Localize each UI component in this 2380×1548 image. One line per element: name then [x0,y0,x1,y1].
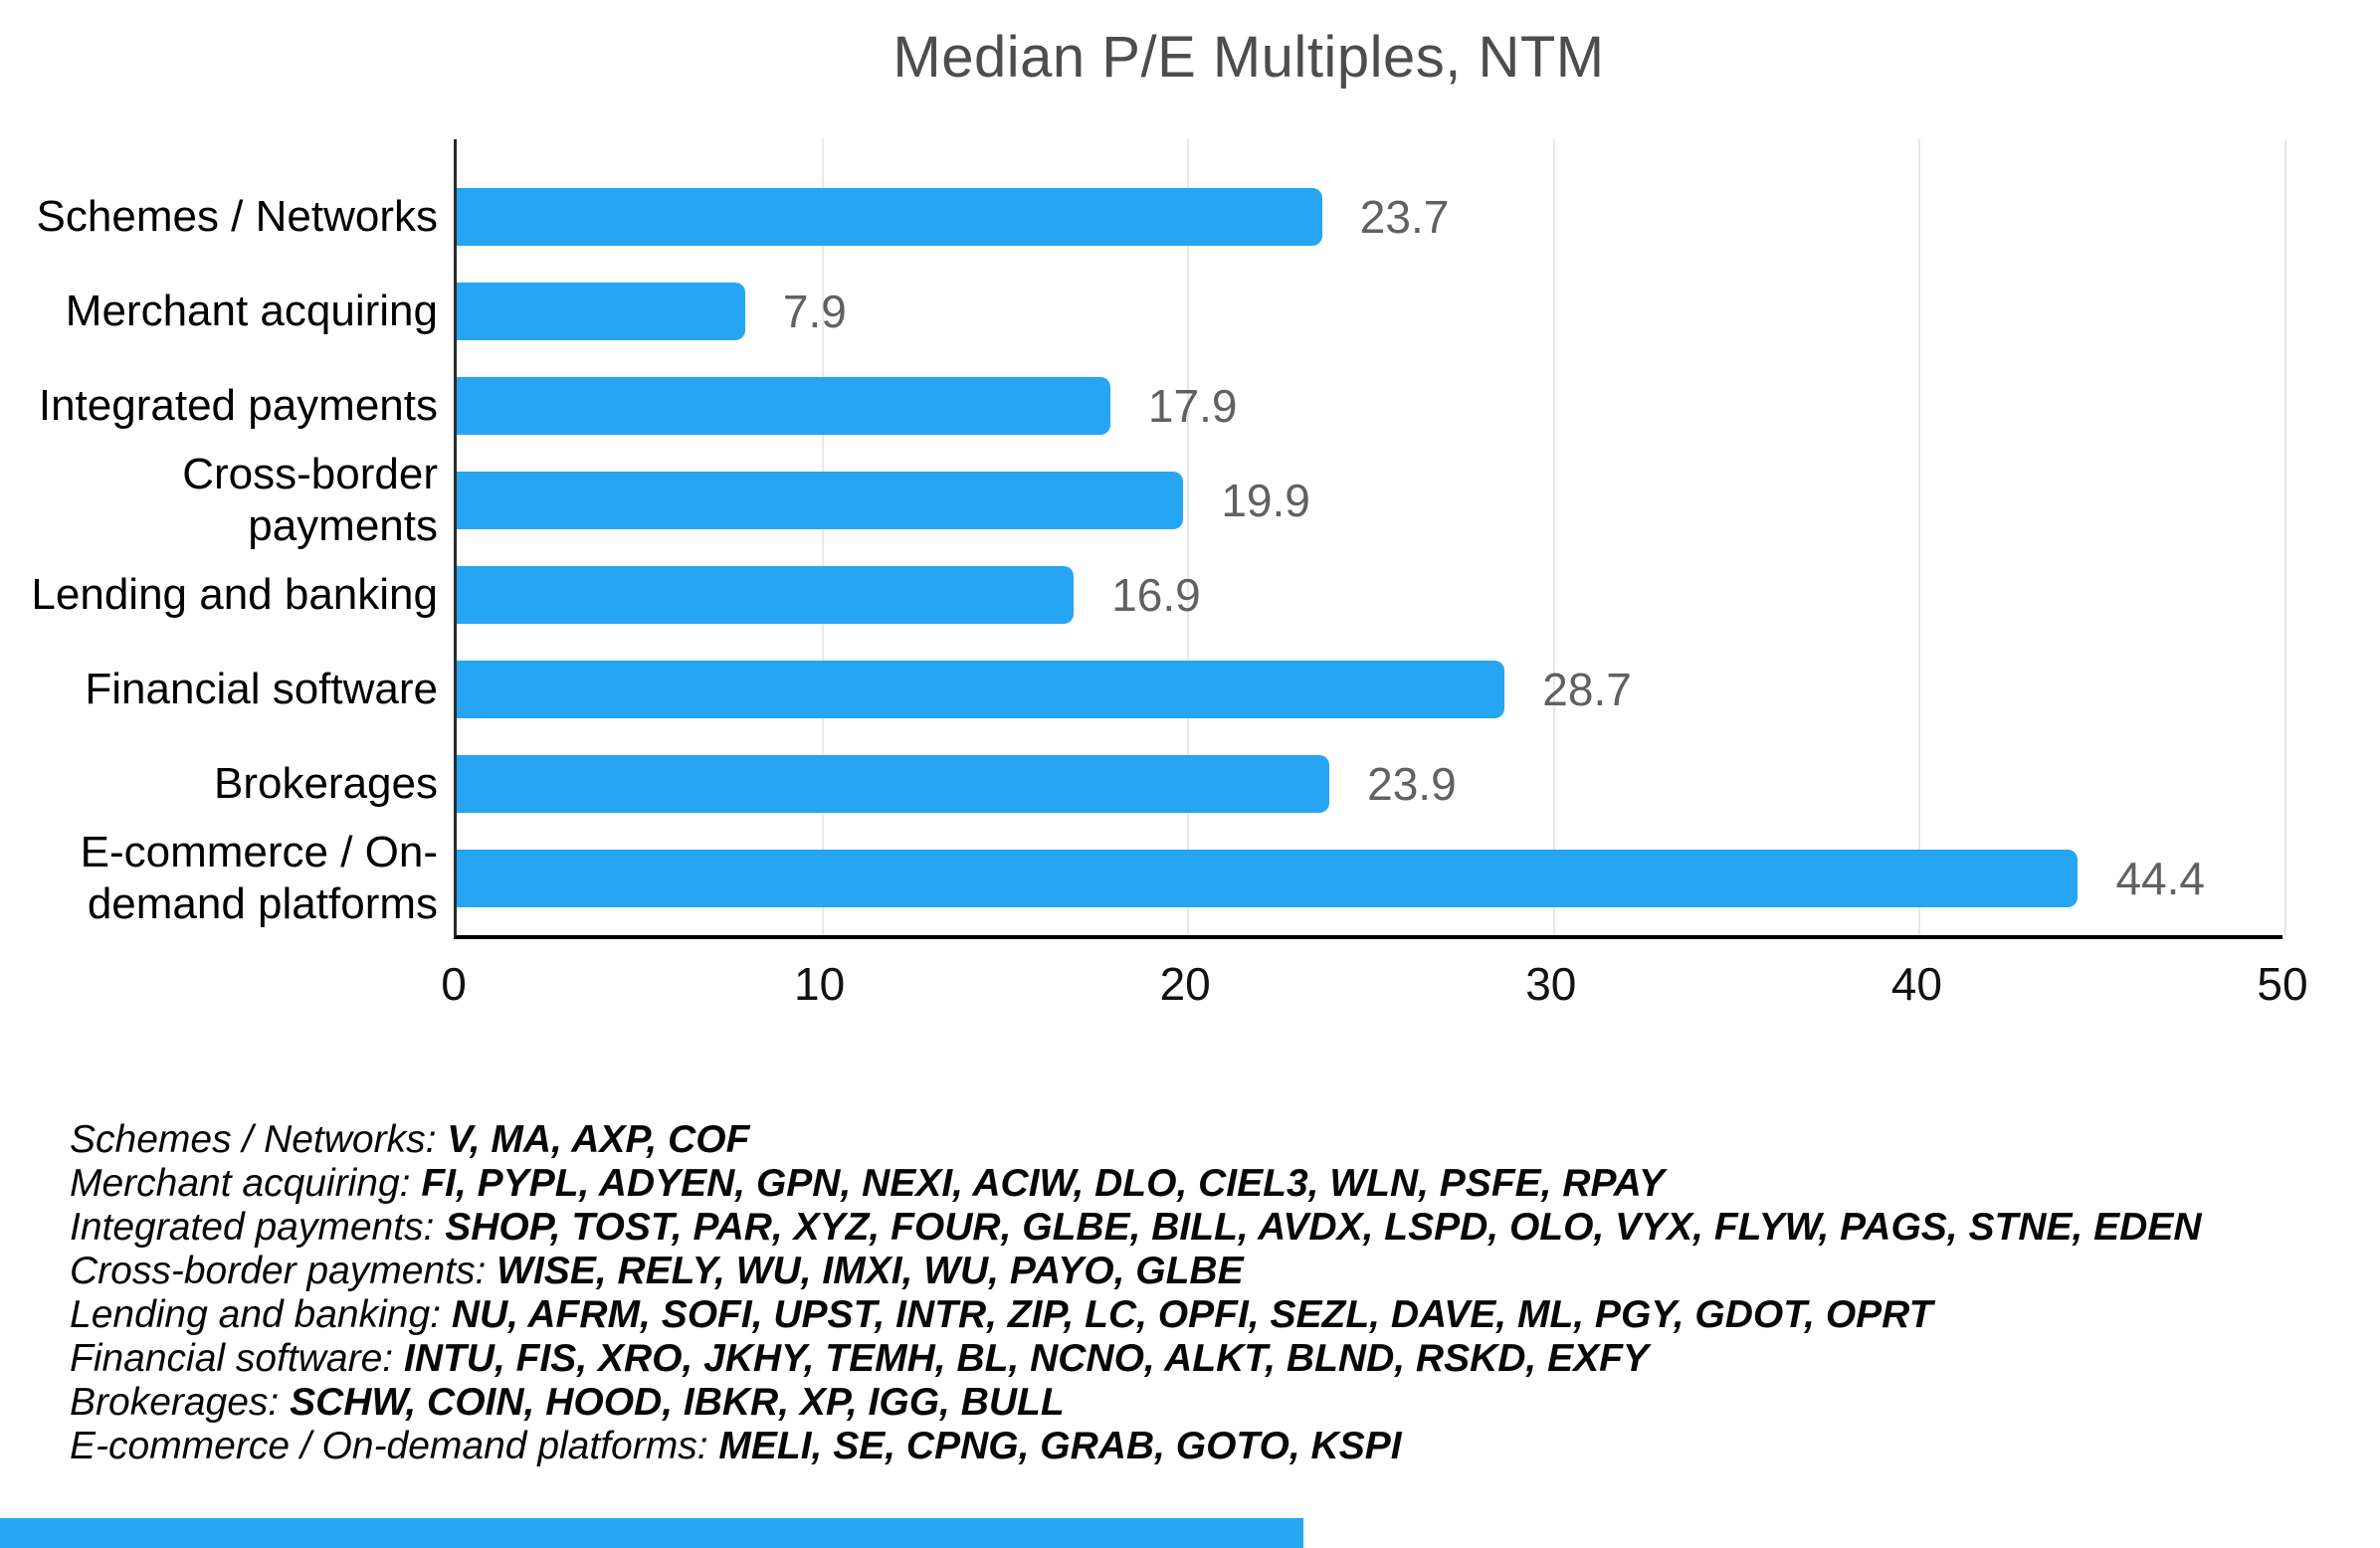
gridline [1918,139,1921,935]
bar-row: 28.7 [457,642,2282,736]
x-tick-label: 30 [1525,958,1577,1010]
bar-row: 7.9 [457,264,2282,358]
category-label: Lending and banking [31,569,438,619]
legend-line: Cross-border payments: WISE, RELY, WU, I… [70,1250,2202,1293]
legend-line: Brokerages: SCHW, COIN, HOOD, IBKR, XP, … [70,1381,2202,1425]
bottom-accent-strip [0,1518,1303,1548]
legend-tickers: WISE, RELY, WU, IMXI, WU, PAYO, GLBE [496,1250,1244,1292]
bar [457,187,1322,246]
category-label: Financial software [85,664,438,713]
category-label: Merchant acquiring [65,286,438,335]
bar [457,660,1505,718]
bar [457,376,1110,435]
legend-category-label: Merchant acquiring: [70,1162,422,1205]
category-label: Brokerages [213,758,438,808]
bar-value-label: 19.9 [1221,474,1310,526]
legend-tickers: SHOP, TOST, PAR, XYZ, FOUR, GLBE, BILL, … [445,1206,2202,1249]
legend-tickers: INTU, FIS, XRO, JKHY, TEMH, BL, NCNO, AL… [403,1337,1649,1380]
bar [457,849,2079,907]
bar-row: 16.9 [457,547,2282,642]
bar-row: 44.4 [457,831,2282,925]
legend-tickers: V, MA, AXP, COF [447,1118,750,1161]
bar [457,754,1330,813]
legend-tickers: SCHW, COIN, HOOD, IBKR, XP, IGG, BULL [290,1381,1065,1424]
category-label: E-commerce / On-demand platforms [80,827,438,928]
legend-tickers: MELI, SE, CPNG, GRAB, GOTO, KSPI [718,1425,1402,1467]
category-axis-labels: Schemes / Networks Merchant acquiring Inte… [0,169,438,928]
bar-value-label: 44.4 [2115,852,2205,904]
legend-line: Lending and banking: NU, AFRM, SOFI, UPS… [70,1293,2202,1337]
bar-value-label: 23.7 [1359,190,1450,243]
x-tick-label: 50 [2257,958,2308,1010]
legend-tickers: NU, AFRM, SOFI, UPST, INTR, ZIP, LC, OPF… [451,1293,1933,1336]
bar-rows-container: 23.7 7.9 17.9 19.9 16.9 28.7 23.9 44.4 [457,169,2282,925]
bar-row: 19.9 [457,453,2282,547]
plot-area: 23.7 7.9 17.9 19.9 16.9 28.7 23.9 44.4 [454,139,2286,939]
bar-value-label: 7.9 [782,285,847,337]
gridline [1187,139,1190,935]
bar-row: 17.9 [457,358,2282,453]
gridline [1552,139,1555,935]
legend-line: Merchant acquiring: FI, PYPL, ADYEN, GPN… [70,1162,2202,1206]
legend-line: Schemes / Networks: V, MA, AXP, COF [70,1118,2202,1162]
bar [457,282,745,340]
legend-category-label: Brokerages: [70,1381,291,1424]
gridline [2284,139,2286,935]
x-tick-label: 10 [794,958,846,1010]
category-label: Integrated payments [38,380,438,430]
bar-value-label: 17.9 [1147,379,1238,432]
bar-row: 23.9 [457,736,2282,831]
legend-category-label: E-commerce / On-demand platforms: [70,1425,719,1467]
chart-title: Median P/E Multiples, NTM [892,25,1605,90]
legend-line: E-commerce / On-demand platforms: MELI, … [70,1425,2202,1468]
gridline [821,139,824,935]
legend-category-label: Cross-border payments: [70,1250,497,1292]
x-tick-label: 40 [1890,958,1942,1010]
ticker-legend: Schemes / Networks: V, MA, AXP, COF Merch… [70,1118,2202,1468]
bar-value-label: 16.9 [1111,568,1201,621]
legend-category-label: Schemes / Networks: [70,1118,448,1161]
x-tick-label: 0 [441,958,467,1010]
legend-line: Financial software: INTU, FIS, XRO, JKHY… [70,1337,2202,1381]
bar-value-label: 23.9 [1367,757,1457,810]
bar-row: 23.7 [457,169,2282,264]
legend-category-label: Integrated payments: [70,1206,446,1249]
category-label: Cross-border payments [182,449,438,550]
bar-value-label: 28.7 [1542,663,1632,715]
legend-category-label: Lending and banking: [70,1293,452,1336]
x-tick-label: 20 [1159,958,1211,1010]
bar [457,471,1184,529]
legend-category-label: Financial software: [70,1337,404,1380]
category-label: Schemes / Networks [36,191,438,241]
x-axis-tick-labels: 0 10 20 30 40 50 [441,957,2307,1017]
legend-tickers: FI, PYPL, ADYEN, GPN, NEXI, ACIW, DLO, C… [421,1162,1665,1205]
bar [457,565,1075,624]
legend-line: Integrated payments: SHOP, TOST, PAR, XY… [70,1206,2202,1250]
